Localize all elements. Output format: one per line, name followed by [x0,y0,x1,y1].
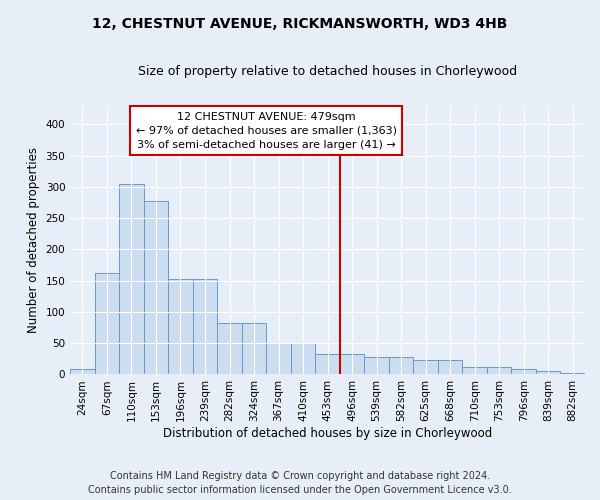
Bar [487,367,511,374]
Bar [70,370,95,374]
Bar [193,279,217,374]
Bar [316,354,340,374]
Bar [463,367,487,374]
Bar [242,322,266,374]
Bar [266,343,291,374]
Bar [217,322,242,374]
Bar [340,354,364,374]
Bar [413,360,438,374]
Bar [389,357,413,374]
Bar [119,184,144,374]
Text: Contains HM Land Registry data © Crown copyright and database right 2024.
Contai: Contains HM Land Registry data © Crown c… [88,471,512,495]
Bar [536,372,560,374]
Bar [95,272,119,374]
Text: 12, CHESTNUT AVENUE, RICKMANSWORTH, WD3 4HB: 12, CHESTNUT AVENUE, RICKMANSWORTH, WD3 … [92,18,508,32]
Bar [364,357,389,374]
Y-axis label: Number of detached properties: Number of detached properties [27,147,40,333]
X-axis label: Distribution of detached houses by size in Chorleywood: Distribution of detached houses by size … [163,427,492,440]
Bar [291,343,316,374]
Bar [560,372,585,374]
Bar [511,370,536,374]
Text: 12 CHESTNUT AVENUE: 479sqm
← 97% of detached houses are smaller (1,363)
3% of se: 12 CHESTNUT AVENUE: 479sqm ← 97% of deta… [136,112,397,150]
Bar [144,200,168,374]
Bar [438,360,463,374]
Bar [168,279,193,374]
Title: Size of property relative to detached houses in Chorleywood: Size of property relative to detached ho… [138,65,517,78]
